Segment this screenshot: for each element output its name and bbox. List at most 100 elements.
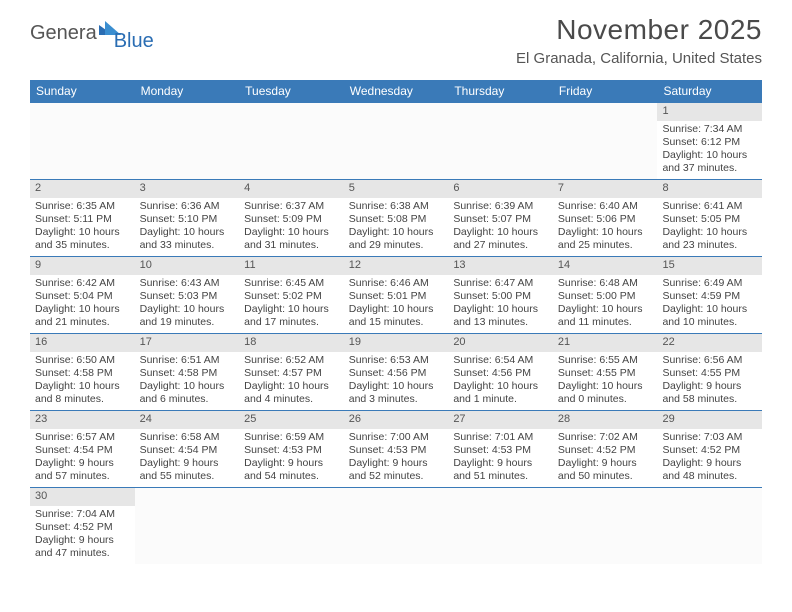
sunrise-text: Sunrise: 6:53 AM xyxy=(349,354,444,367)
sunrise-text: Sunrise: 6:56 AM xyxy=(662,354,757,367)
daylight-text: Daylight: 9 hours and 52 minutes. xyxy=(349,457,444,483)
day-number: 21 xyxy=(553,334,658,352)
sunset-text: Sunset: 5:07 PM xyxy=(453,213,548,226)
calendar-cell: 9Sunrise: 6:42 AMSunset: 5:04 PMDaylight… xyxy=(30,257,135,333)
daylight-text: Daylight: 9 hours and 55 minutes. xyxy=(140,457,235,483)
calendar-cell: 5Sunrise: 6:38 AMSunset: 5:08 PMDaylight… xyxy=(344,180,449,256)
daylight-text: Daylight: 10 hours and 3 minutes. xyxy=(349,380,444,406)
day-details: Sunrise: 6:46 AMSunset: 5:01 PMDaylight:… xyxy=(344,275,449,333)
day-details: Sunrise: 6:48 AMSunset: 5:00 PMDaylight:… xyxy=(553,275,658,333)
sunset-text: Sunset: 4:56 PM xyxy=(453,367,548,380)
location: El Granada, California, United States xyxy=(516,50,762,67)
sunset-text: Sunset: 4:52 PM xyxy=(662,444,757,457)
sunrise-text: Sunrise: 6:43 AM xyxy=(140,277,235,290)
sunset-text: Sunset: 5:00 PM xyxy=(453,290,548,303)
calendar-cell: 18Sunrise: 6:52 AMSunset: 4:57 PMDayligh… xyxy=(239,334,344,410)
day-details: Sunrise: 6:51 AMSunset: 4:58 PMDaylight:… xyxy=(135,352,240,410)
sunrise-text: Sunrise: 6:36 AM xyxy=(140,200,235,213)
sunset-text: Sunset: 6:12 PM xyxy=(662,136,757,149)
sunset-text: Sunset: 5:08 PM xyxy=(349,213,444,226)
calendar-cell: 1Sunrise: 7:34 AMSunset: 6:12 PMDaylight… xyxy=(657,103,762,179)
sunset-text: Sunset: 4:58 PM xyxy=(35,367,130,380)
calendar-cell xyxy=(553,488,658,564)
calendar-cell: 22Sunrise: 6:56 AMSunset: 4:55 PMDayligh… xyxy=(657,334,762,410)
daylight-text: Daylight: 10 hours and 21 minutes. xyxy=(35,303,130,329)
sunset-text: Sunset: 5:09 PM xyxy=(244,213,339,226)
day-details: Sunrise: 7:02 AMSunset: 4:52 PMDaylight:… xyxy=(553,429,658,487)
calendar-cell: 19Sunrise: 6:53 AMSunset: 4:56 PMDayligh… xyxy=(344,334,449,410)
sunrise-text: Sunrise: 7:02 AM xyxy=(558,431,653,444)
sunset-text: Sunset: 4:54 PM xyxy=(140,444,235,457)
day-number: 6 xyxy=(448,180,553,198)
calendar-cell xyxy=(135,488,240,564)
calendar-cell: 3Sunrise: 6:36 AMSunset: 5:10 PMDaylight… xyxy=(135,180,240,256)
day-number: 16 xyxy=(30,334,135,352)
day-number: 17 xyxy=(135,334,240,352)
daylight-text: Daylight: 9 hours and 50 minutes. xyxy=(558,457,653,483)
sunset-text: Sunset: 4:53 PM xyxy=(453,444,548,457)
calendar-cell: 2Sunrise: 6:35 AMSunset: 5:11 PMDaylight… xyxy=(30,180,135,256)
weekday-header: Wednesday xyxy=(344,80,449,103)
calendar-cell: 30Sunrise: 7:04 AMSunset: 4:52 PMDayligh… xyxy=(30,488,135,564)
sunrise-text: Sunrise: 6:42 AM xyxy=(35,277,130,290)
calendar-cell: 25Sunrise: 6:59 AMSunset: 4:53 PMDayligh… xyxy=(239,411,344,487)
sunrise-text: Sunrise: 6:49 AM xyxy=(662,277,757,290)
weekday-header: Monday xyxy=(135,80,240,103)
sunset-text: Sunset: 4:58 PM xyxy=(140,367,235,380)
calendar-week: 2Sunrise: 6:35 AMSunset: 5:11 PMDaylight… xyxy=(30,180,762,257)
sunrise-text: Sunrise: 6:51 AM xyxy=(140,354,235,367)
day-details: Sunrise: 6:56 AMSunset: 4:55 PMDaylight:… xyxy=(657,352,762,410)
daylight-text: Daylight: 10 hours and 0 minutes. xyxy=(558,380,653,406)
daylight-text: Daylight: 9 hours and 54 minutes. xyxy=(244,457,339,483)
calendar-cell xyxy=(239,103,344,179)
day-number: 2 xyxy=(30,180,135,198)
daylight-text: Daylight: 10 hours and 23 minutes. xyxy=(662,226,757,252)
day-details: Sunrise: 6:38 AMSunset: 5:08 PMDaylight:… xyxy=(344,198,449,256)
day-number: 25 xyxy=(239,411,344,429)
day-details: Sunrise: 6:36 AMSunset: 5:10 PMDaylight:… xyxy=(135,198,240,256)
sunrise-text: Sunrise: 6:41 AM xyxy=(662,200,757,213)
sunrise-text: Sunrise: 7:03 AM xyxy=(662,431,757,444)
day-details: Sunrise: 6:45 AMSunset: 5:02 PMDaylight:… xyxy=(239,275,344,333)
sunset-text: Sunset: 5:04 PM xyxy=(35,290,130,303)
day-details: Sunrise: 6:52 AMSunset: 4:57 PMDaylight:… xyxy=(239,352,344,410)
sunset-text: Sunset: 5:00 PM xyxy=(558,290,653,303)
daylight-text: Daylight: 9 hours and 58 minutes. xyxy=(662,380,757,406)
sunset-text: Sunset: 5:03 PM xyxy=(140,290,235,303)
calendar-cell: 24Sunrise: 6:58 AMSunset: 4:54 PMDayligh… xyxy=(135,411,240,487)
day-details: Sunrise: 6:58 AMSunset: 4:54 PMDaylight:… xyxy=(135,429,240,487)
sunrise-text: Sunrise: 6:47 AM xyxy=(453,277,548,290)
day-details: Sunrise: 6:59 AMSunset: 4:53 PMDaylight:… xyxy=(239,429,344,487)
sunrise-text: Sunrise: 6:50 AM xyxy=(35,354,130,367)
day-number: 15 xyxy=(657,257,762,275)
logo-text-2: Blue xyxy=(114,30,154,53)
sunrise-text: Sunrise: 6:35 AM xyxy=(35,200,130,213)
day-number: 7 xyxy=(553,180,658,198)
daylight-text: Daylight: 10 hours and 13 minutes. xyxy=(453,303,548,329)
sunset-text: Sunset: 5:01 PM xyxy=(349,290,444,303)
sunrise-text: Sunrise: 6:46 AM xyxy=(349,277,444,290)
sunset-text: Sunset: 5:06 PM xyxy=(558,213,653,226)
day-details: Sunrise: 6:57 AMSunset: 4:54 PMDaylight:… xyxy=(30,429,135,487)
calendar-cell: 21Sunrise: 6:55 AMSunset: 4:55 PMDayligh… xyxy=(553,334,658,410)
calendar-cell: 10Sunrise: 6:43 AMSunset: 5:03 PMDayligh… xyxy=(135,257,240,333)
calendar: SundayMondayTuesdayWednesdayThursdayFrid… xyxy=(30,80,762,564)
calendar-cell: 11Sunrise: 6:45 AMSunset: 5:02 PMDayligh… xyxy=(239,257,344,333)
calendar-cell: 16Sunrise: 6:50 AMSunset: 4:58 PMDayligh… xyxy=(30,334,135,410)
day-number: 1 xyxy=(657,103,762,121)
day-details: Sunrise: 7:00 AMSunset: 4:53 PMDaylight:… xyxy=(344,429,449,487)
day-number: 14 xyxy=(553,257,658,275)
daylight-text: Daylight: 10 hours and 10 minutes. xyxy=(662,303,757,329)
calendar-week: 9Sunrise: 6:42 AMSunset: 5:04 PMDaylight… xyxy=(30,257,762,334)
weekday-header: Thursday xyxy=(448,80,553,103)
day-number: 8 xyxy=(657,180,762,198)
daylight-text: Daylight: 9 hours and 48 minutes. xyxy=(662,457,757,483)
day-number: 26 xyxy=(344,411,449,429)
day-number: 3 xyxy=(135,180,240,198)
sunrise-text: Sunrise: 6:39 AM xyxy=(453,200,548,213)
sunset-text: Sunset: 5:05 PM xyxy=(662,213,757,226)
calendar-cell: 13Sunrise: 6:47 AMSunset: 5:00 PMDayligh… xyxy=(448,257,553,333)
sunset-text: Sunset: 4:53 PM xyxy=(244,444,339,457)
calendar-cell xyxy=(553,103,658,179)
weekday-header: Friday xyxy=(553,80,658,103)
